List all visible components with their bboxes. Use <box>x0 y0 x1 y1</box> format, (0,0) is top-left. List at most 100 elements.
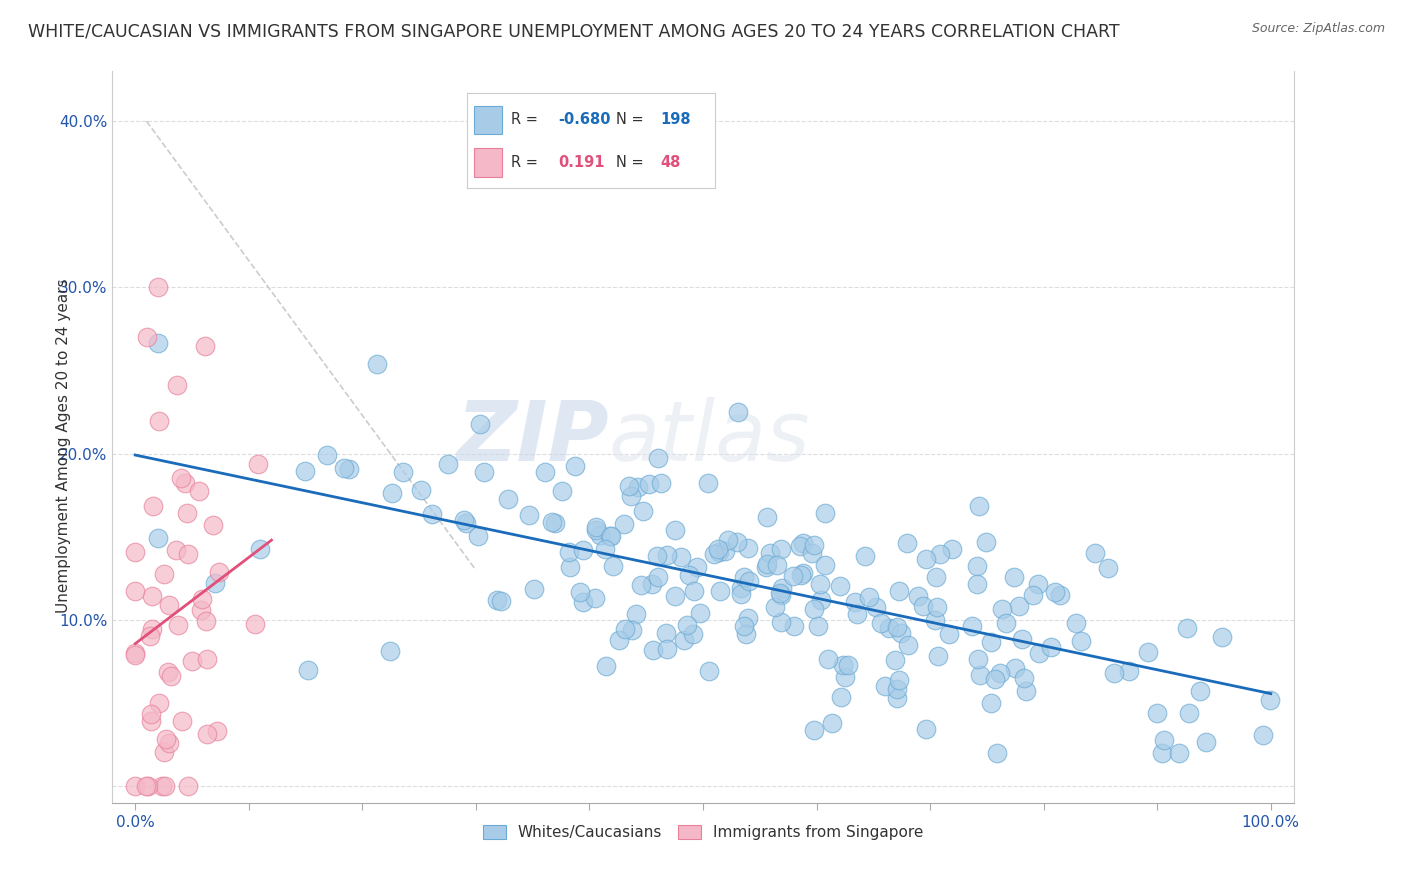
Point <box>990 602 1012 616</box>
Point <box>1097 560 1119 574</box>
Point <box>986 746 1008 760</box>
Point <box>1188 684 1211 698</box>
Point <box>844 595 866 609</box>
Point <box>534 465 557 479</box>
Point <box>803 723 825 737</box>
Point <box>620 623 643 637</box>
Point <box>890 625 912 640</box>
Point <box>337 462 360 476</box>
Point <box>759 546 782 560</box>
Point <box>146 531 169 545</box>
Point <box>737 611 759 625</box>
Point <box>156 665 179 679</box>
Point <box>613 516 636 531</box>
Point <box>669 549 692 564</box>
Point <box>177 779 200 793</box>
Point <box>886 690 908 705</box>
Point <box>180 654 202 668</box>
Point <box>889 673 911 687</box>
Point <box>195 614 218 628</box>
Point <box>485 592 508 607</box>
Point <box>1258 692 1281 706</box>
Point <box>191 591 214 606</box>
Point <box>420 508 443 522</box>
Point <box>638 477 661 491</box>
Point <box>817 652 839 666</box>
Point <box>595 541 617 556</box>
Point <box>551 483 574 498</box>
Point <box>675 617 697 632</box>
Point <box>828 579 851 593</box>
Point <box>941 542 963 557</box>
Point <box>470 417 492 432</box>
Point <box>436 457 458 471</box>
Point <box>769 615 792 629</box>
Point <box>366 357 388 371</box>
Point <box>645 549 668 563</box>
Point <box>924 614 946 628</box>
Point <box>613 622 636 636</box>
Point <box>810 593 832 607</box>
Point <box>454 516 477 531</box>
Point <box>523 582 546 596</box>
Point <box>706 542 728 557</box>
Point <box>897 638 920 652</box>
Point <box>814 558 837 572</box>
Text: Source: ZipAtlas.com: Source: ZipAtlas.com <box>1251 22 1385 36</box>
Point <box>707 545 730 559</box>
Text: WHITE/CAUCASIAN VS IMMIGRANTS FROM SINGAPORE UNEMPLOYMENT AMONG AGES 20 TO 24 YE: WHITE/CAUCASIAN VS IMMIGRANTS FROM SINGA… <box>28 22 1119 40</box>
Point <box>995 615 1018 630</box>
Point <box>927 648 949 663</box>
Point <box>938 627 960 641</box>
Point <box>467 529 489 543</box>
Point <box>381 486 404 500</box>
Point <box>124 646 146 660</box>
Point <box>821 715 844 730</box>
Point <box>886 620 908 634</box>
Point <box>155 732 177 747</box>
Text: atlas: atlas <box>609 397 810 477</box>
Point <box>755 557 778 571</box>
Point <box>678 567 700 582</box>
Point <box>583 591 606 605</box>
Point <box>858 591 880 605</box>
Point <box>1026 577 1049 591</box>
Point <box>834 670 856 684</box>
Legend: Whites/Caucasians, Immigrants from Singapore: Whites/Caucasians, Immigrants from Singa… <box>477 819 929 847</box>
Point <box>124 583 146 598</box>
Point <box>737 541 759 555</box>
Point <box>160 669 183 683</box>
Point <box>316 448 339 462</box>
Point <box>865 599 887 614</box>
Point <box>174 476 197 491</box>
Point <box>245 617 267 632</box>
Point <box>1136 645 1159 659</box>
Point <box>1043 585 1066 599</box>
Point <box>1064 615 1087 630</box>
Point <box>1084 546 1107 560</box>
Point <box>599 529 621 543</box>
Point <box>664 523 686 537</box>
Point <box>967 499 990 513</box>
Point <box>769 541 792 556</box>
Point <box>157 737 180 751</box>
Point <box>792 536 814 550</box>
Point <box>517 508 540 523</box>
Point <box>1011 632 1033 647</box>
Point <box>146 280 169 294</box>
Point <box>960 619 983 633</box>
Point <box>647 570 669 584</box>
Point <box>391 465 413 479</box>
Point <box>886 681 908 696</box>
Point <box>124 779 146 793</box>
Point <box>172 714 194 728</box>
Point <box>709 584 731 599</box>
Point <box>1195 735 1218 749</box>
Point <box>572 595 595 609</box>
Point <box>496 492 519 507</box>
Point <box>967 651 990 665</box>
Point <box>831 658 853 673</box>
Point <box>650 475 672 490</box>
Point <box>807 619 830 633</box>
Point <box>1211 630 1233 644</box>
